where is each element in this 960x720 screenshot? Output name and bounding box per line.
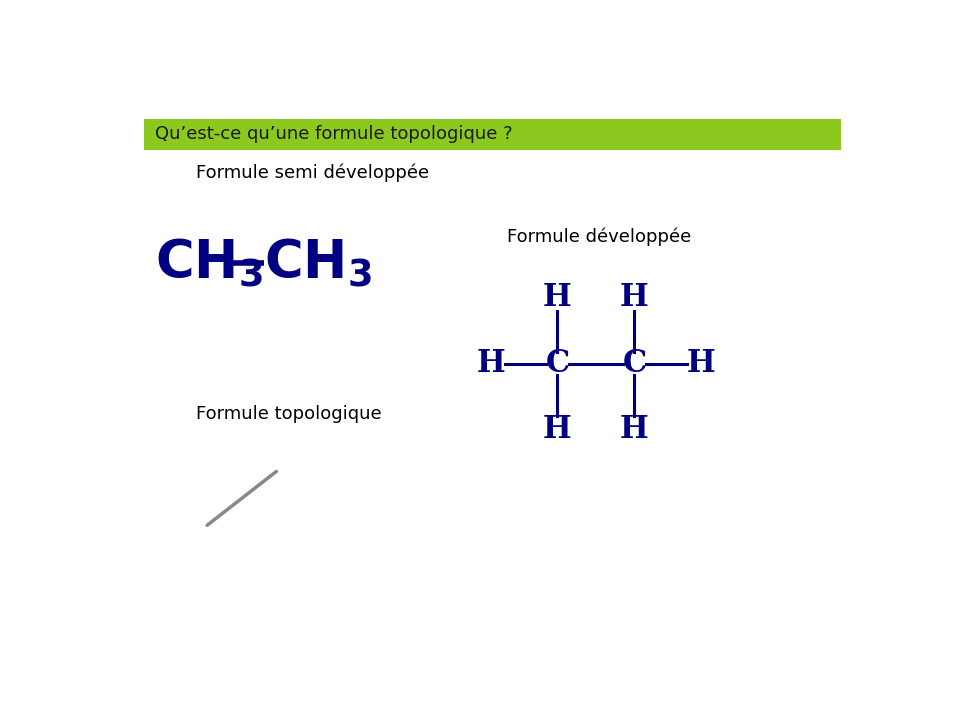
Text: Formule développée: Formule développée: [508, 228, 691, 246]
Text: H: H: [686, 348, 715, 379]
Text: H: H: [620, 414, 649, 445]
FancyBboxPatch shape: [144, 119, 841, 150]
Text: C: C: [622, 348, 647, 379]
Text: H: H: [543, 282, 572, 313]
Text: $\mathbf{CH_3}$: $\mathbf{CH_3}$: [155, 237, 263, 290]
Text: Formule topologique: Formule topologique: [196, 405, 381, 423]
Text: Qu’est-ce qu’une formule topologique ?: Qu’est-ce qu’une formule topologique ?: [155, 125, 513, 143]
Text: H: H: [477, 348, 506, 379]
Text: C: C: [545, 348, 569, 379]
Text: H: H: [620, 282, 649, 313]
Text: H: H: [543, 414, 572, 445]
Text: $\mathbf{CH_3}$: $\mathbf{CH_3}$: [264, 237, 372, 290]
Text: Formule semi développée: Formule semi développée: [196, 163, 429, 182]
